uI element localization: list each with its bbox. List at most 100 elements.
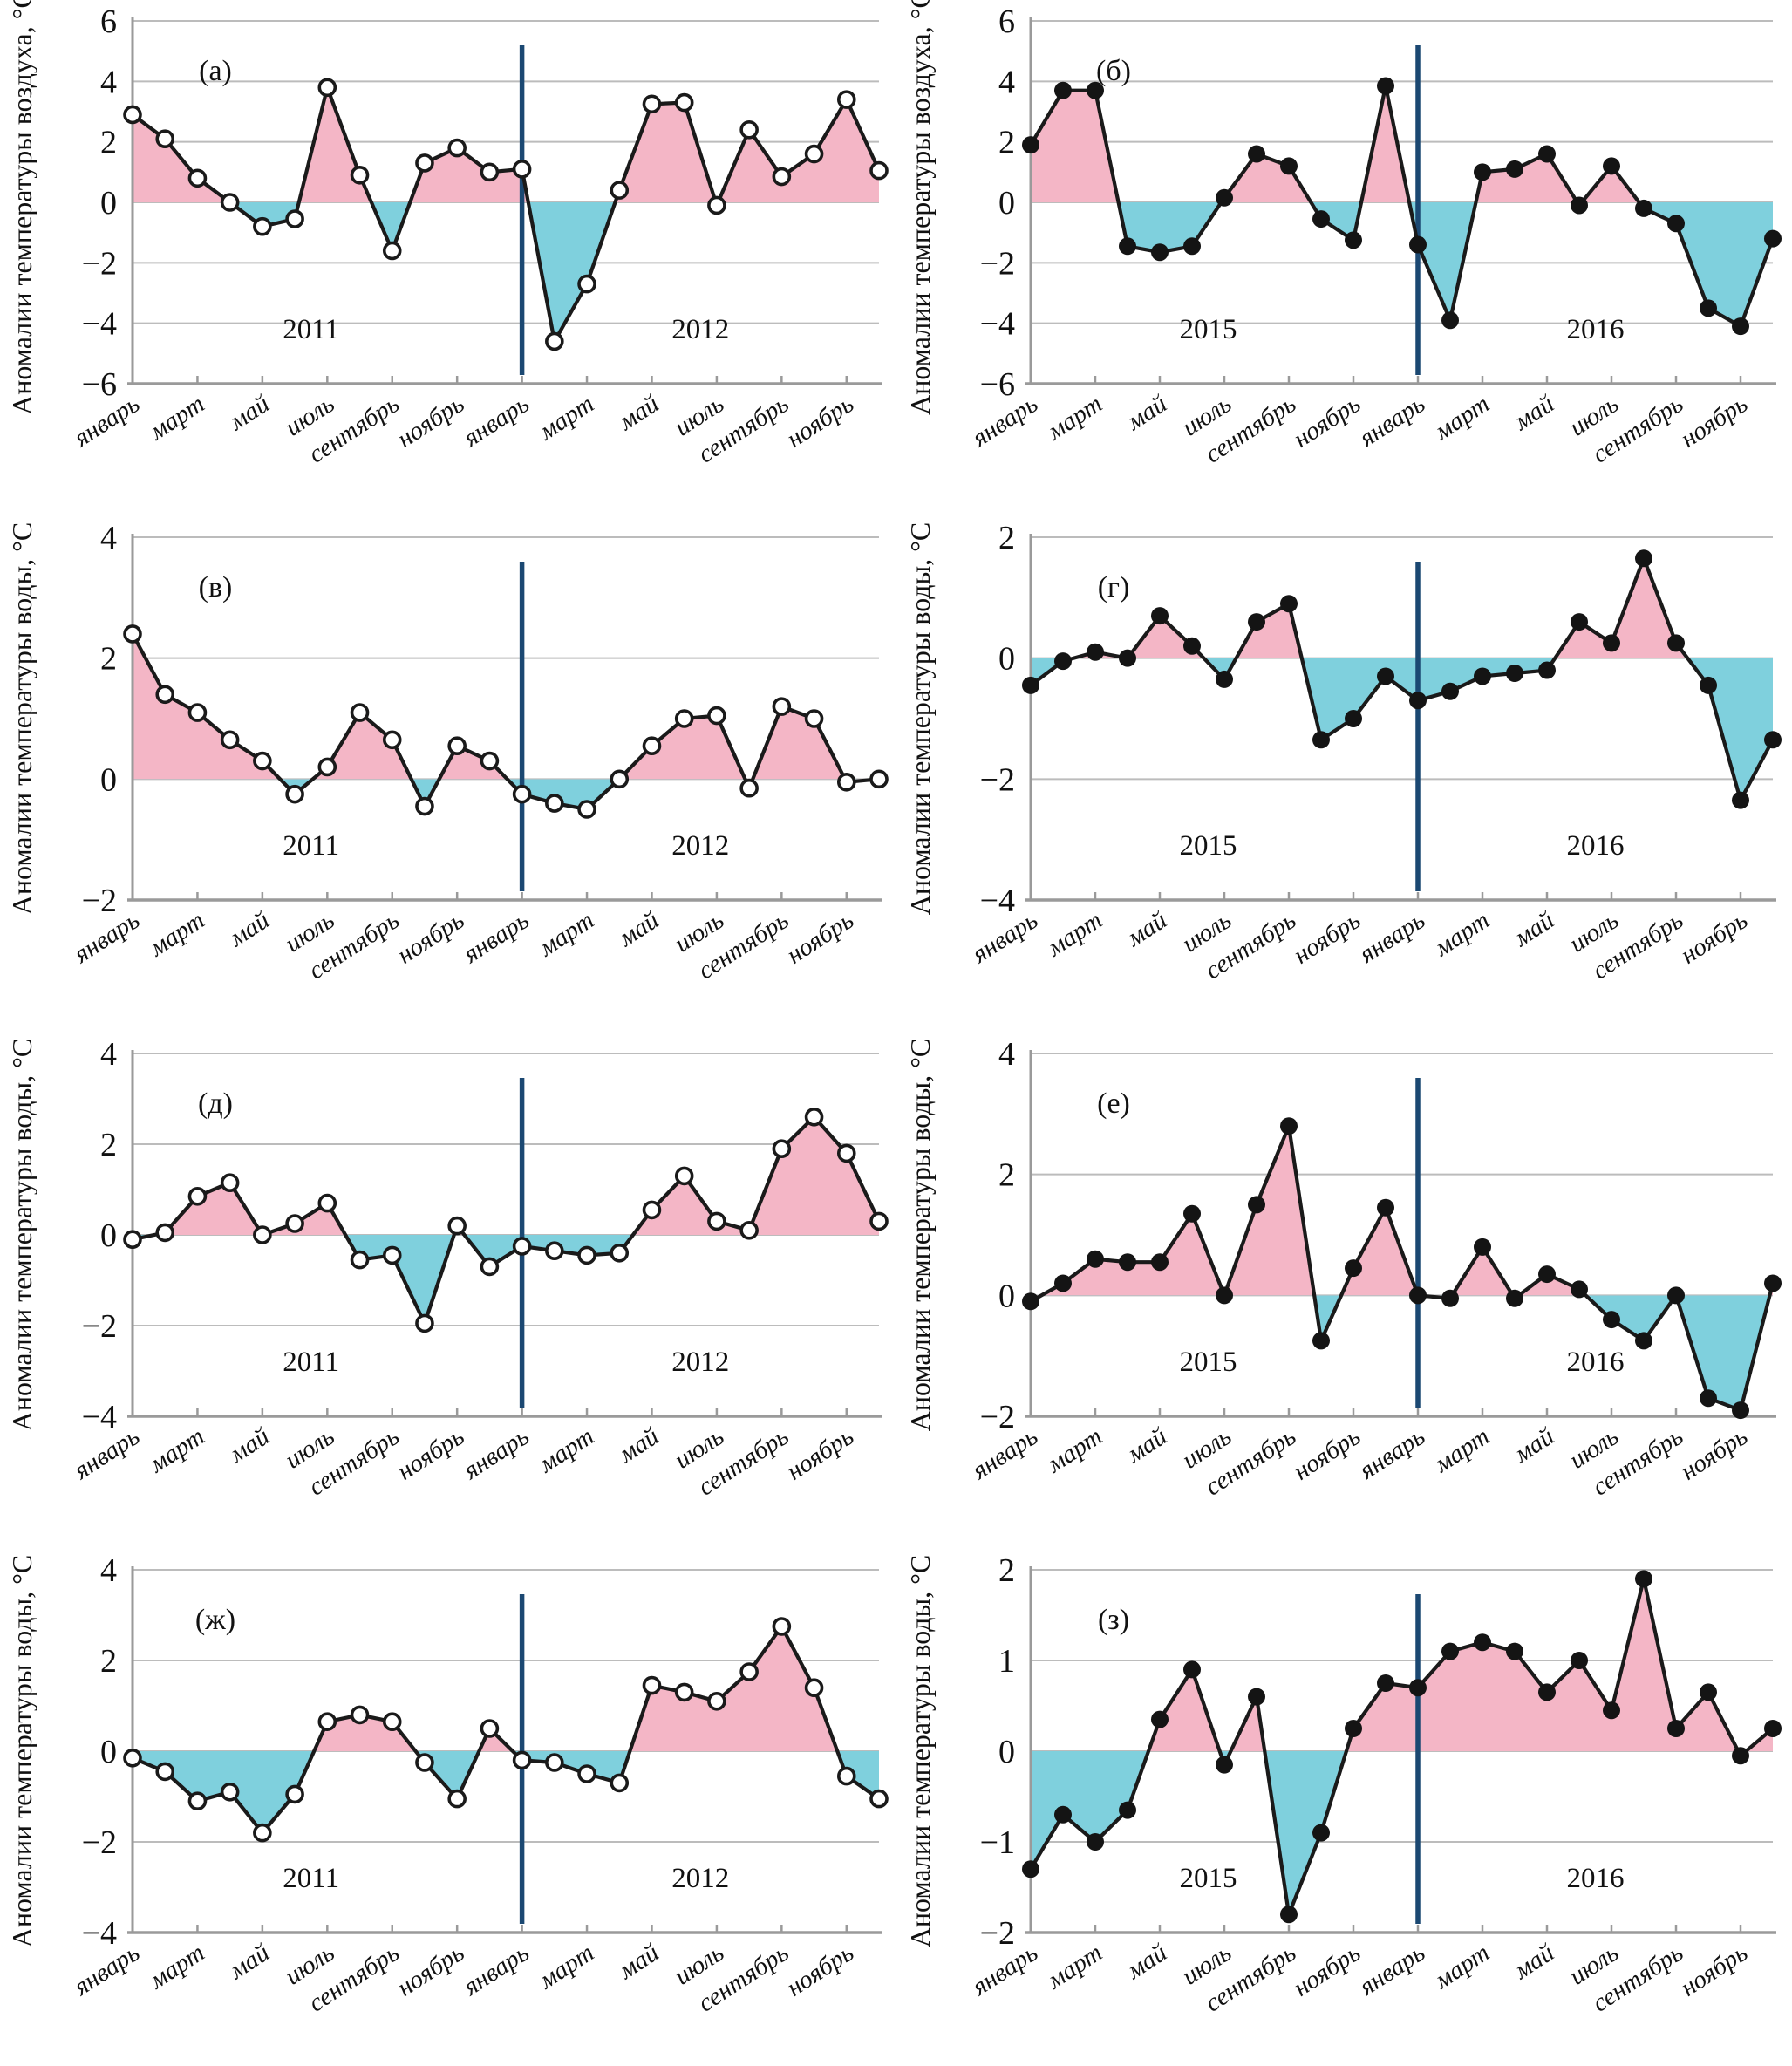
y-tick-label: −4 — [980, 306, 1015, 343]
year-label-2016: 2016 — [1567, 1863, 1625, 1894]
y-tick-label: −2 — [82, 883, 117, 919]
data-point-marker — [1312, 731, 1330, 749]
x-tick-label: ноябрь — [781, 906, 858, 970]
data-point-marker — [285, 784, 304, 804]
data-point-marker — [350, 166, 370, 185]
data-point-marker — [1216, 1286, 1233, 1305]
data-point-marker — [1635, 1332, 1652, 1350]
x-tick-label: март — [1428, 906, 1494, 962]
x-tick-label: март — [1041, 1939, 1107, 1994]
y-tick-label: 0 — [100, 761, 117, 798]
data-point-marker — [1216, 670, 1233, 688]
data-point-marker — [836, 1766, 856, 1786]
data-point-marker — [836, 1143, 856, 1163]
data-point-marker — [447, 1789, 467, 1809]
x-tick-label: май — [1121, 906, 1173, 953]
data-point-marker — [577, 1764, 596, 1783]
x-tick-label: январь — [1353, 390, 1429, 453]
y-tick-label: −4 — [82, 1915, 117, 1952]
data-point-marker — [1667, 1720, 1685, 1737]
data-point-marker — [1441, 1642, 1459, 1660]
chart-panel-d: −4 −2 0 2 4 январь март май июль сентябрь ноябрь ян… — [0, 1033, 898, 1549]
data-point-marker — [350, 1250, 370, 1270]
data-point-marker — [1183, 637, 1201, 655]
data-point-marker — [1312, 210, 1330, 228]
x-tick-label: январь — [1353, 906, 1429, 969]
y-axis-title: Аномалии температуры воды, °С — [6, 1555, 37, 1947]
data-point-marker — [285, 209, 304, 228]
y-tick-label: 4 — [998, 64, 1015, 100]
data-point-marker — [415, 1753, 434, 1772]
y-tick-label: 0 — [100, 1217, 117, 1254]
y-axis-title: Аномалии температуры воздуха, °С — [6, 0, 37, 415]
year-label-2015: 2015 — [1180, 830, 1237, 862]
data-point-marker — [1732, 791, 1749, 809]
data-point-marker — [1248, 1688, 1265, 1706]
data-point-marker — [382, 241, 402, 261]
data-point-marker — [545, 794, 564, 813]
data-point-marker — [1571, 1280, 1588, 1299]
data-point-marker — [123, 1230, 142, 1249]
data-point-marker — [1312, 1824, 1330, 1842]
data-point-marker — [1667, 215, 1685, 233]
y-tick-label: 2 — [998, 1157, 1015, 1194]
data-point-marker — [1022, 136, 1039, 154]
data-point-marker — [1377, 1198, 1394, 1217]
data-point-marker — [772, 697, 792, 716]
data-point-marker — [155, 685, 175, 705]
x-tick-label: март — [533, 390, 598, 446]
anomaly-line — [1028, 556, 1775, 802]
data-point-marker — [1732, 1747, 1749, 1765]
data-point-marker — [1441, 311, 1459, 330]
y-tick-label: 0 — [998, 1734, 1015, 1770]
data-point-marker — [707, 1692, 726, 1711]
x-tick-label: ноябрь — [392, 1422, 469, 1486]
data-point-marker — [253, 1225, 272, 1244]
y-tick-label: −2 — [980, 1915, 1015, 1952]
y-tick-label: −2 — [82, 1308, 117, 1345]
data-point-marker — [1087, 643, 1104, 661]
data-point-marker — [1474, 163, 1491, 181]
negative-anomaly-area — [133, 1235, 879, 1324]
data-point-marker — [1764, 731, 1782, 749]
data-point-marker — [1054, 1274, 1072, 1292]
data-point-marker — [1248, 613, 1265, 631]
chart-panel-b: −6 −4 −2 0 2 4 6 январь март май июль сентябрь ноябр… — [898, 0, 1792, 516]
y-axis-title: Аномалии температуры воды, °С — [6, 522, 37, 915]
data-point-marker — [1538, 1683, 1556, 1701]
data-point-marker — [1700, 1683, 1717, 1701]
chart-panel-g: −4 −2 0 2 январь март май июль сентябрь ноябрь янв… — [898, 516, 1792, 1033]
panel-letter: (е) — [1097, 1088, 1130, 1120]
data-point-marker — [1603, 157, 1620, 175]
data-point-marker — [674, 709, 694, 728]
y-tick-label: 1 — [998, 1643, 1015, 1680]
data-point-marker — [317, 78, 337, 98]
x-tick-label: май — [1509, 906, 1560, 953]
data-point-marker — [1087, 1250, 1104, 1268]
x-tick-label: март — [1041, 1422, 1107, 1478]
data-point-marker — [1151, 1710, 1169, 1728]
year-label-2011: 2011 — [283, 1863, 339, 1894]
chart-panel-zh: −4 −2 0 2 4 январь март май июль сентябрь ноябрь ян… — [0, 1549, 898, 2066]
x-tick-label: май — [224, 1939, 276, 1986]
y-tick-label: 2 — [998, 520, 1015, 556]
anomaly-line — [130, 631, 882, 812]
data-point-marker — [1732, 317, 1749, 336]
data-point-marker — [1280, 1906, 1298, 1924]
data-point-marker — [707, 195, 726, 215]
panel-letter: (а) — [199, 55, 232, 87]
y-tick-label: 2 — [998, 125, 1015, 161]
data-point-marker — [869, 1789, 889, 1809]
data-point-marker — [642, 736, 662, 756]
data-point-marker — [317, 1193, 337, 1213]
year-label-2015: 2015 — [1180, 1347, 1237, 1378]
x-tick-label: май — [224, 1422, 276, 1469]
data-point-marker — [187, 1187, 208, 1206]
x-tick-label: ноябрь — [1289, 1422, 1366, 1486]
data-point-marker — [545, 1753, 564, 1772]
